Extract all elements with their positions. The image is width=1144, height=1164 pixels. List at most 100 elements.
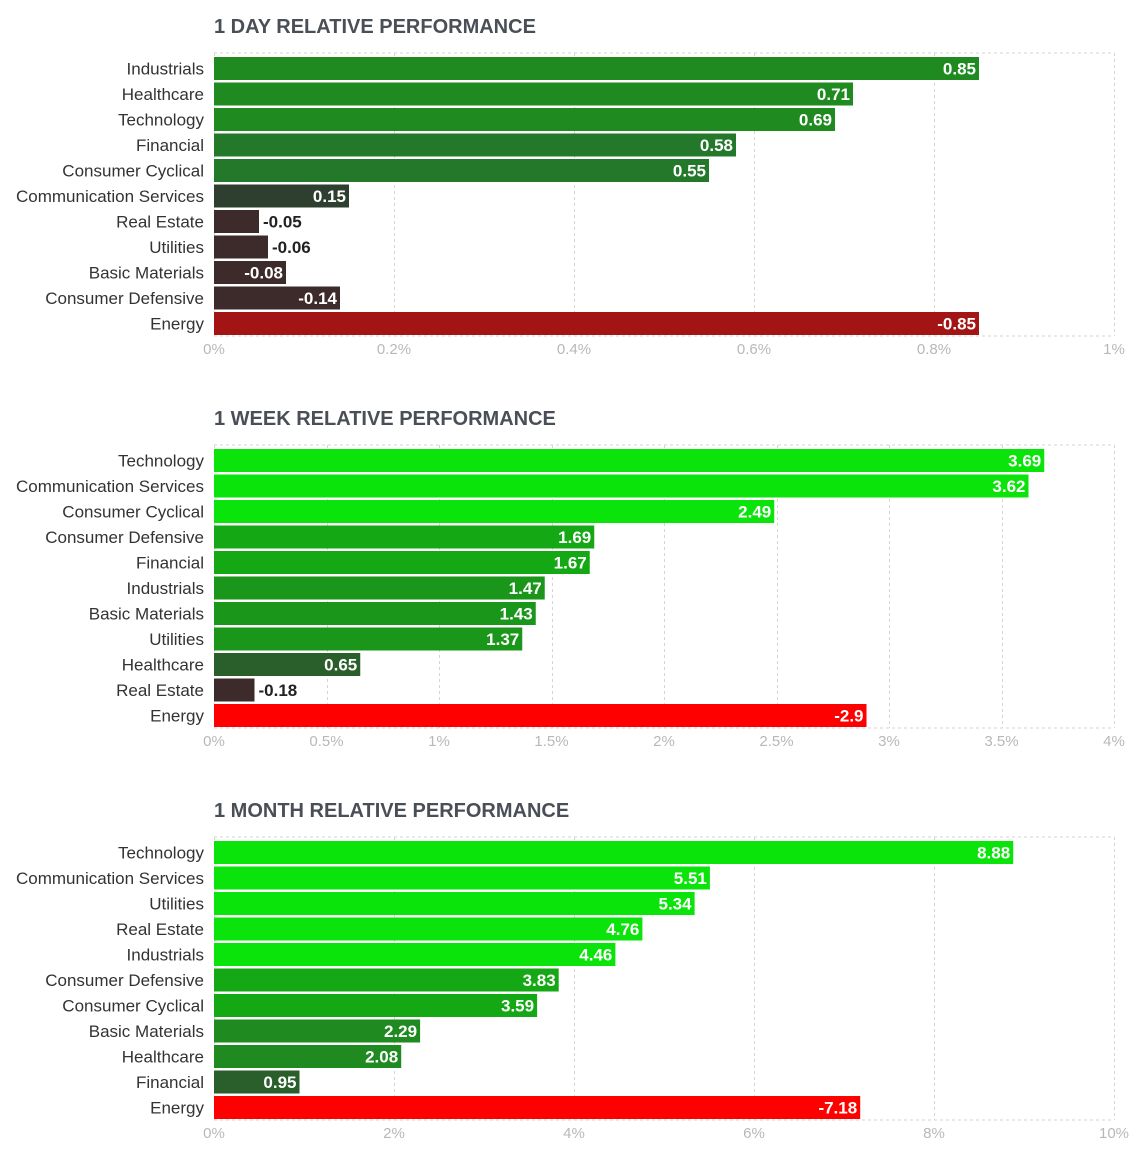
value-label: -0.18 bbox=[259, 681, 298, 700]
bar bbox=[214, 917, 643, 941]
x-tick-label: 1% bbox=[1103, 341, 1125, 358]
bar bbox=[214, 57, 979, 80]
category-label: Real Estate bbox=[116, 920, 204, 939]
value-label: 0.55 bbox=[673, 162, 706, 181]
bar bbox=[214, 627, 523, 651]
bar-chart-1week: 0% 0.5% 1% 1.5% 2% 2.5% 3% 3.5% 4% Technology 3.69… bbox=[16, 444, 1125, 750]
value-label: 0.58 bbox=[700, 136, 733, 155]
category-label: Industrials bbox=[127, 946, 204, 965]
value-label: 3.59 bbox=[501, 997, 534, 1016]
bars: Industrials 0.85 Healthcare 0.71 Technology 0… bbox=[16, 57, 979, 335]
category-label: Financial bbox=[136, 1073, 204, 1092]
category-label: Healthcare bbox=[122, 1048, 204, 1067]
value-label: -0.05 bbox=[263, 213, 302, 232]
value-label: -0.08 bbox=[244, 264, 283, 283]
bar bbox=[214, 312, 979, 335]
category-label: Industrials bbox=[127, 60, 204, 79]
category-label: Communication Services bbox=[16, 477, 204, 496]
value-label: 0.65 bbox=[324, 656, 357, 675]
category-label: Real Estate bbox=[116, 681, 204, 700]
bar bbox=[214, 968, 559, 992]
category-label: Industrials bbox=[127, 579, 204, 598]
bar bbox=[214, 184, 349, 208]
bar bbox=[214, 576, 545, 600]
category-label: Basic Materials bbox=[89, 264, 204, 283]
x-tick-label: 2% bbox=[653, 733, 675, 750]
x-tick-label: 1.5% bbox=[534, 733, 568, 750]
category-label: Energy bbox=[150, 1099, 204, 1118]
value-label: 3.62 bbox=[992, 477, 1025, 496]
x-tick-label: 8% bbox=[923, 1125, 945, 1142]
bar bbox=[214, 159, 709, 182]
value-label: 3.69 bbox=[1008, 452, 1041, 471]
bar bbox=[214, 653, 361, 676]
x-tick-label: 6% bbox=[743, 1125, 765, 1142]
bar bbox=[214, 678, 255, 702]
x-tick-label: 2.5% bbox=[759, 733, 793, 750]
category-label: Utilities bbox=[149, 238, 204, 257]
category-label: Energy bbox=[150, 315, 204, 334]
category-label: Utilities bbox=[149, 895, 204, 914]
value-label: 3.83 bbox=[523, 971, 556, 990]
bar bbox=[214, 235, 268, 259]
bar bbox=[214, 602, 536, 625]
value-label: -2.9 bbox=[834, 707, 863, 726]
category-label: Utilities bbox=[149, 630, 204, 649]
value-label: 1.67 bbox=[554, 554, 587, 573]
bar bbox=[214, 108, 835, 131]
x-axis-ticks: 0% 2% 4% 6% 8% 10% bbox=[203, 1125, 1129, 1142]
category-label: Basic Materials bbox=[89, 605, 204, 624]
value-label: 0.95 bbox=[263, 1073, 296, 1092]
category-label: Technology bbox=[118, 111, 205, 130]
value-label: 2.29 bbox=[384, 1022, 417, 1041]
bar bbox=[214, 1070, 300, 1094]
bar bbox=[214, 1045, 402, 1068]
value-label: 2.08 bbox=[365, 1048, 398, 1067]
bar bbox=[214, 1096, 861, 1119]
category-label: Technology bbox=[118, 452, 205, 471]
chart-panel-1week: 1 WEEK RELATIVE PERFORMANCE 0% 0.5% 1% 1.5%… bbox=[0, 392, 1144, 772]
value-label: 0.15 bbox=[313, 187, 346, 206]
bar bbox=[214, 551, 590, 574]
value-label: 1.69 bbox=[558, 528, 591, 547]
bar bbox=[214, 474, 1029, 498]
value-label: 4.76 bbox=[606, 920, 639, 939]
bar bbox=[214, 286, 340, 310]
bar bbox=[214, 500, 775, 523]
value-label: 1.43 bbox=[500, 605, 533, 624]
value-label: -0.14 bbox=[298, 289, 337, 308]
bar bbox=[214, 994, 538, 1017]
value-label: 5.51 bbox=[674, 869, 707, 888]
bar bbox=[214, 704, 867, 727]
category-label: Communication Services bbox=[16, 187, 204, 206]
bar bbox=[214, 1019, 421, 1043]
category-label: Consumer Defensive bbox=[45, 289, 204, 308]
x-tick-label: 2% bbox=[383, 1125, 405, 1142]
bar bbox=[214, 210, 259, 233]
category-label: Consumer Cyclical bbox=[62, 997, 204, 1016]
x-tick-label: 0% bbox=[203, 1125, 225, 1142]
value-label: -0.06 bbox=[272, 238, 311, 257]
x-tick-label: 0.5% bbox=[309, 733, 343, 750]
category-label: Technology bbox=[118, 844, 205, 863]
chart-panel-1day: 1 DAY RELATIVE PERFORMANCE 0% 0.2% 0.4% 0.6… bbox=[0, 0, 1144, 380]
bar bbox=[214, 449, 1045, 472]
gridlines bbox=[214, 444, 1115, 729]
bar bbox=[214, 261, 286, 284]
x-tick-label: 0% bbox=[203, 733, 225, 750]
bar-chart-1month: 0% 2% 4% 6% 8% 10% Technology 8.88 Communication… bbox=[16, 836, 1129, 1142]
category-label: Financial bbox=[136, 554, 204, 573]
x-tick-label: 1% bbox=[428, 733, 450, 750]
x-tick-label: 0.8% bbox=[917, 341, 951, 358]
value-label: 4.46 bbox=[579, 946, 612, 965]
value-label: 0.71 bbox=[817, 85, 850, 104]
category-label: Energy bbox=[150, 707, 204, 726]
value-label: 8.88 bbox=[977, 844, 1010, 863]
bar bbox=[214, 82, 853, 106]
value-label: 0.85 bbox=[943, 60, 976, 79]
bars: Technology 3.69 Communication Services 3.62… bbox=[16, 449, 1045, 727]
value-label: 1.47 bbox=[509, 579, 542, 598]
x-axis-ticks: 0% 0.5% 1% 1.5% 2% 2.5% 3% 3.5% 4% bbox=[203, 733, 1125, 750]
category-label: Real Estate bbox=[116, 213, 204, 232]
value-label: -7.18 bbox=[818, 1099, 857, 1118]
